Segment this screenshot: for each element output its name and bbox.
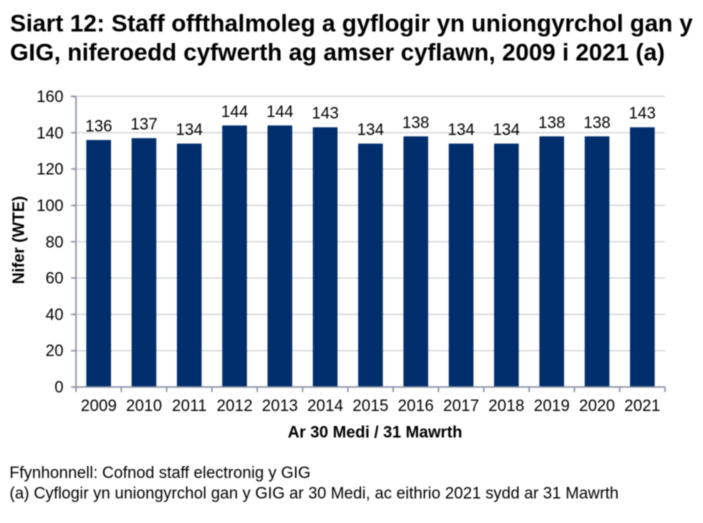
svg-text:2013: 2013 [262, 397, 298, 415]
svg-text:2017: 2017 [443, 397, 479, 415]
svg-text:Ar 30 Medi / 31 Mawrth: Ar 30 Medi / 31 Mawrth [288, 424, 463, 442]
svg-text:120: 120 [36, 161, 63, 179]
svg-text:2014: 2014 [307, 397, 343, 415]
svg-text:134: 134 [357, 121, 384, 139]
svg-text:2016: 2016 [398, 397, 434, 415]
svg-text:137: 137 [130, 116, 157, 134]
svg-text:2015: 2015 [352, 397, 388, 415]
svg-text:138: 138 [583, 114, 610, 132]
svg-text:Ffynhonnell: Cofnod staff elec: Ffynhonnell: Cofnod staff electronig y G… [10, 464, 311, 482]
svg-text:134: 134 [176, 121, 203, 139]
svg-text:136: 136 [85, 117, 112, 135]
svg-text:20: 20 [45, 342, 63, 360]
svg-text:2011: 2011 [172, 397, 207, 415]
svg-text:144: 144 [266, 103, 293, 121]
svg-text:2019: 2019 [534, 397, 570, 415]
svg-text:GIG, niferoedd cyfwerth ag ams: GIG, niferoedd cyfwerth ag amser cyflawn… [10, 39, 665, 66]
svg-text:2018: 2018 [488, 397, 524, 415]
svg-text:0: 0 [54, 379, 63, 397]
svg-text:(a) Cyflogir yn uniongyrchol g: (a) Cyflogir yn uniongyrchol gan y GIG a… [10, 484, 619, 502]
svg-text:2012: 2012 [217, 397, 253, 415]
svg-text:138: 138 [402, 114, 429, 132]
svg-text:138: 138 [538, 114, 565, 132]
svg-text:40: 40 [45, 306, 63, 324]
svg-text:Nifer (WTE): Nifer (WTE) [10, 196, 28, 284]
svg-text:143: 143 [629, 105, 656, 123]
svg-text:2009: 2009 [81, 397, 117, 415]
svg-text:100: 100 [36, 197, 63, 215]
svg-text:Siart 12: Staff offthalmoleg a: Siart 12: Staff offthalmoleg a gyflogir … [10, 10, 693, 37]
svg-text:134: 134 [448, 121, 475, 139]
svg-text:140: 140 [36, 124, 63, 142]
svg-text:80: 80 [45, 233, 63, 251]
svg-text:143: 143 [312, 105, 339, 123]
svg-text:2020: 2020 [579, 397, 615, 415]
svg-text:134: 134 [493, 121, 520, 139]
svg-text:160: 160 [36, 88, 63, 106]
svg-text:2021: 2021 [624, 397, 660, 415]
svg-text:2010: 2010 [126, 397, 162, 415]
svg-text:144: 144 [221, 103, 248, 121]
svg-text:60: 60 [45, 270, 63, 288]
